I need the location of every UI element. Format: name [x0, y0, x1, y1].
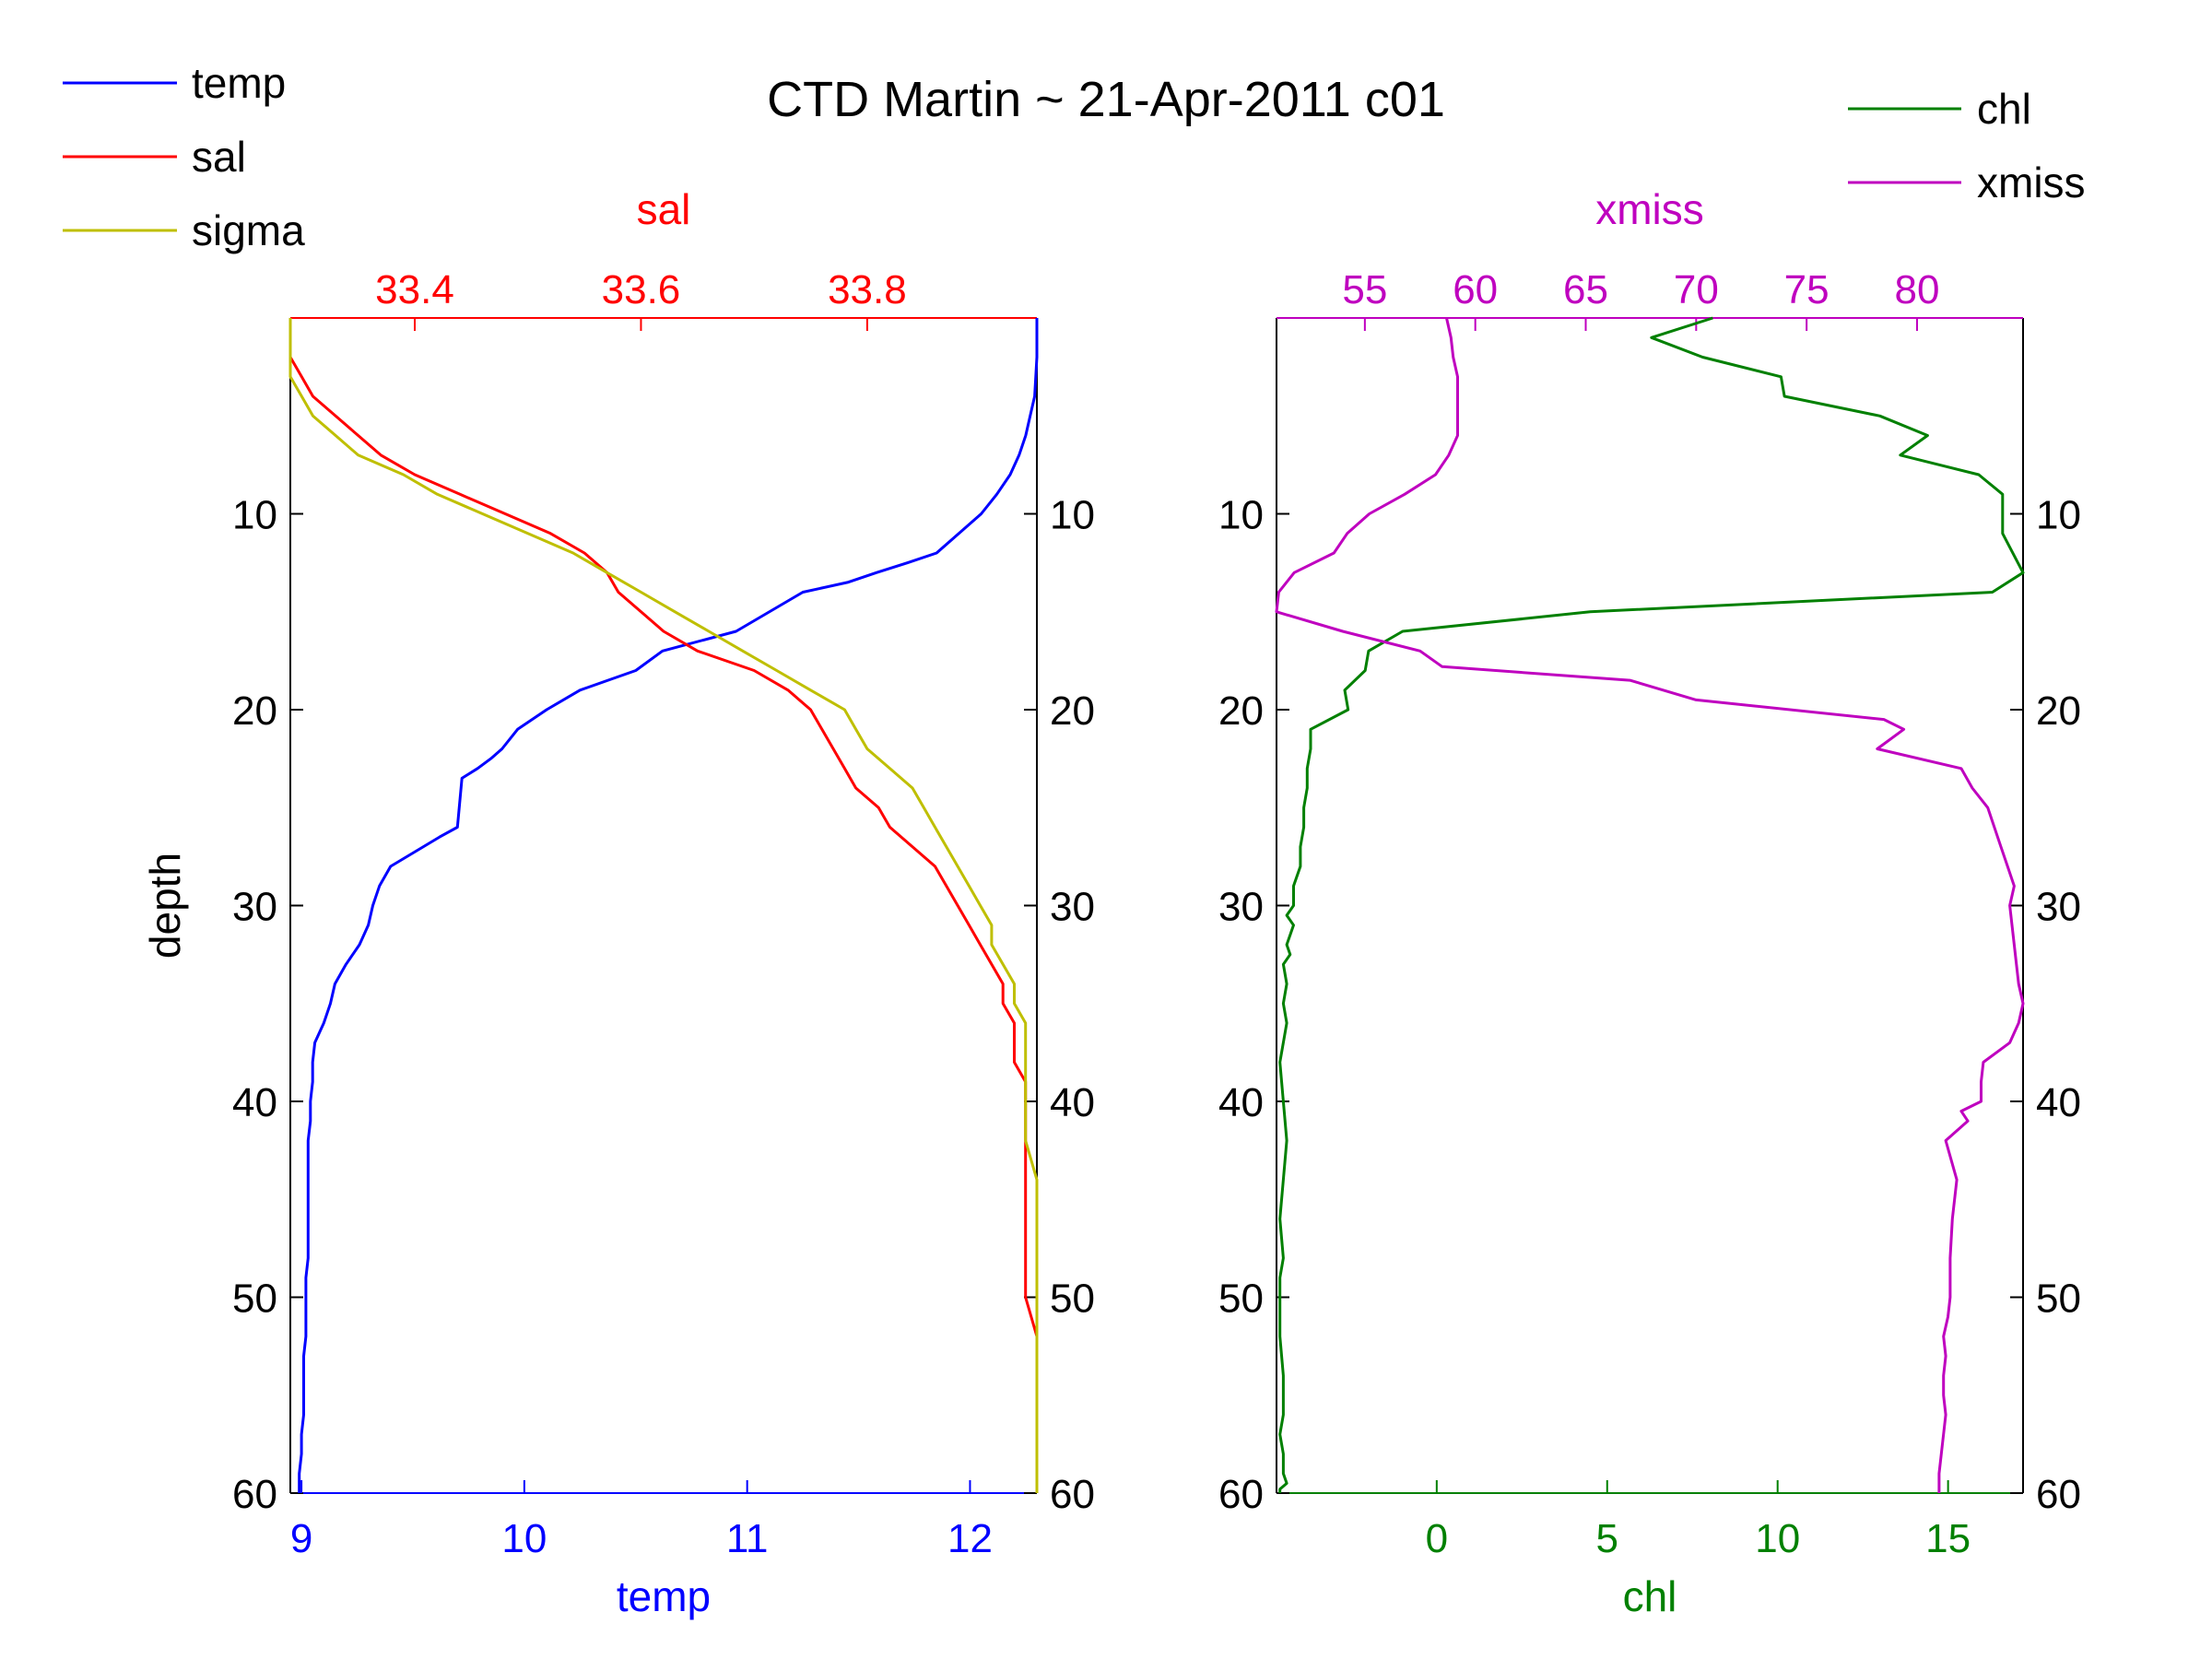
y-tick-label-right: 40 [1050, 1080, 1095, 1125]
x-top-tick-label: 33.8 [828, 267, 907, 312]
y-tick-label-left: 20 [1218, 688, 1264, 734]
y-tick-label-left: 60 [232, 1472, 277, 1517]
x-top-tick-label: 70 [1674, 267, 1719, 312]
legend-left: temp sal sigma [63, 59, 305, 254]
y-tick-label-right: 10 [2036, 493, 2081, 538]
y-tick-label-left: 10 [1218, 493, 1264, 538]
y-tick-label-right: 10 [1050, 493, 1095, 538]
x-bottom-tick-label: 9 [290, 1516, 312, 1561]
y-tick-label-right: 60 [1050, 1472, 1095, 1517]
y-tick-label-left: 50 [232, 1277, 277, 1322]
y-tick-label-left: 50 [1218, 1277, 1264, 1322]
y-tick-label-right: 50 [1050, 1277, 1095, 1322]
x-bottom-tick-label: 0 [1426, 1516, 1448, 1561]
x-top-tick-label: 80 [1894, 267, 1939, 312]
x-top-tick-label: 60 [1453, 267, 1498, 312]
y-tick-label-left: 20 [232, 688, 277, 734]
x-bottom-tick-label: 12 [947, 1516, 993, 1561]
x-bottom-axis-label: temp [617, 1572, 711, 1620]
y-tick-label-right: 40 [2036, 1080, 2081, 1125]
series-line-xmiss [1275, 317, 2025, 1493]
y-tick-label-left: 30 [232, 885, 277, 930]
y-tick-label-right: 20 [2036, 688, 2081, 734]
x-top-axis-label: xmiss [1595, 185, 1704, 233]
legend-label-chl: chl [1977, 85, 2031, 133]
x-top-tick-label: 65 [1563, 267, 1608, 312]
y-tick-label-left: 60 [1218, 1472, 1264, 1517]
legend-right: chl xmiss [1848, 85, 2086, 206]
legend-label-sigma: sigma [192, 206, 305, 254]
legend-label-sal: sal [192, 133, 246, 181]
y-tick-label-left: 30 [1218, 885, 1264, 930]
series-line-sigma [288, 318, 1039, 1493]
y-tick-label-left: 10 [232, 493, 277, 538]
y-tick-label-right: 30 [2036, 885, 2081, 930]
y-tick-label-right: 50 [2036, 1277, 2081, 1322]
x-bottom-tick-label: 10 [1755, 1516, 1800, 1561]
x-top-tick-label: 55 [1342, 267, 1387, 312]
x-bottom-tick-label: 11 [726, 1516, 769, 1561]
y-axis-label: depth [141, 853, 189, 959]
y-tick-label-left: 40 [1218, 1080, 1264, 1125]
legend-label-xmiss: xmiss [1977, 159, 2086, 206]
x-top-axis-label: sal [637, 185, 691, 233]
panel-chl-xmiss: 10 10 20 20 30 30 40 40 50 50 60 60 0 5 10 15 chl 55 60 65 7… [1218, 185, 2081, 1620]
legend-label-temp: temp [192, 59, 286, 107]
x-top-tick-label: 33.6 [602, 267, 681, 312]
series-line-sal [288, 318, 1039, 1493]
chart-title: CTD Martin ~ 21-Apr-2011 c01 [767, 72, 1445, 127]
x-bottom-axis-label: chl [1623, 1572, 1677, 1620]
panel-temp-sal-sigma: 10 10 20 20 30 30 40 40 50 50 60 60 9 10 11 12 temp 33.4 3… [141, 185, 1095, 1620]
y-tick-label-left: 40 [232, 1080, 277, 1125]
x-top-tick-label: 33.4 [375, 267, 454, 312]
x-bottom-tick-label: 10 [501, 1516, 547, 1561]
y-tick-label-right: 30 [1050, 885, 1095, 930]
x-bottom-tick-label: 5 [1596, 1516, 1618, 1561]
x-top-tick-label: 75 [1784, 267, 1830, 312]
series-line-chl [1278, 316, 2025, 1493]
y-tick-label-right: 20 [1050, 688, 1095, 734]
x-bottom-tick-label: 15 [1925, 1516, 1971, 1561]
series-line-temp [298, 318, 1039, 1493]
y-tick-label-right: 60 [2036, 1472, 2081, 1517]
